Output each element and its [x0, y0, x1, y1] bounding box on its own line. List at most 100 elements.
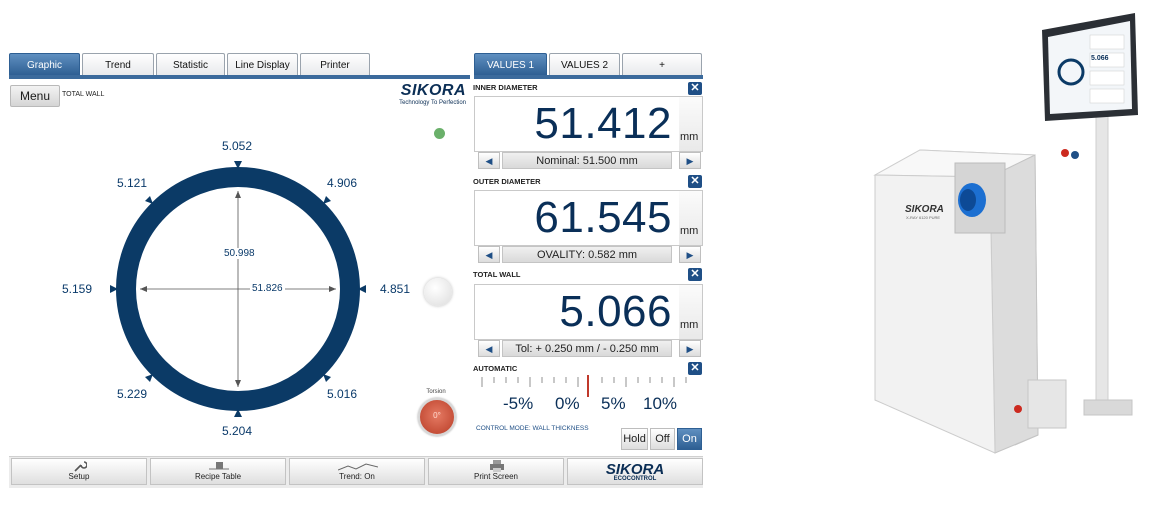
dim-arrow-top	[235, 191, 241, 198]
off-button[interactable]: Off	[650, 428, 675, 450]
outer-nav-row: ◀ OVALITY: 0.582 mm ▶	[474, 246, 702, 263]
wall-value-top-left: 5.121	[117, 176, 148, 190]
trend-toggle-button[interactable]: Trend: On	[289, 458, 425, 485]
wall-value-bottom: 5.204	[222, 424, 253, 438]
outer-ovality-label[interactable]: OVALITY: 0.582 mm	[502, 246, 672, 263]
total-wall-value: 5.066	[559, 287, 672, 336]
wall-value-bottom-left: 5.229	[117, 387, 148, 401]
automatic-title: AUTOMATIC	[473, 364, 518, 373]
print-screen-button[interactable]: Print Screen	[428, 458, 564, 485]
brand-name: SIKORA	[400, 82, 466, 99]
inner-nav-row: ◀ Nominal: 51.500 mm ▶	[474, 152, 702, 169]
close-icon[interactable]: ✕	[688, 175, 702, 188]
setup-label: Setup	[68, 472, 90, 481]
control-mode-label: CONTROL MODE: WALL THICKNESS	[476, 425, 589, 432]
tab-printer[interactable]: Printer	[300, 53, 370, 75]
marker-left-arrow	[110, 285, 118, 293]
trend-label: Trend: On	[339, 472, 375, 481]
recipe-table-button[interactable]: Recipe Table	[150, 458, 286, 485]
next-arrow-icon[interactable]: ▶	[679, 152, 701, 169]
inner-diameter-title: INNER DIAMETER	[473, 83, 538, 92]
inner-unit-box: mm	[679, 96, 703, 152]
marker-top-arrow	[234, 161, 242, 169]
xray-device-image	[873, 13, 1138, 454]
torsion-value: 0°	[433, 411, 441, 420]
scale-label-0: 0%	[555, 394, 580, 413]
outer-diameter-display: 61.545	[474, 190, 681, 246]
wall-tolerance-label[interactable]: Tol: + 0.250 mm / - 0.250 mm	[502, 340, 672, 357]
hold-button[interactable]: Hold	[621, 428, 648, 450]
wall-ring-graphic	[110, 161, 366, 417]
inner-diameter-unit: mm	[680, 131, 699, 143]
ecocontrol-brand-button[interactable]: SIKORA ECOCONTROL	[567, 458, 703, 485]
wall-value-top-right: 4.906	[327, 176, 358, 190]
marker-bottom-arrow	[234, 409, 242, 417]
tab-underline-right	[474, 75, 703, 79]
scale-label-10: 10%	[643, 394, 678, 413]
close-icon[interactable]: ✕	[688, 268, 702, 281]
close-icon[interactable]: ✕	[688, 362, 702, 375]
brand-tagline: Technology To Perfection	[399, 100, 466, 106]
printer-icon	[490, 460, 504, 472]
view-title: TOTAL WALL	[62, 91, 105, 98]
control-scale	[481, 375, 687, 397]
inner-diameter-value: 51.412	[534, 99, 672, 148]
tab-underline	[9, 75, 470, 79]
outer-diameter-title: OUTER DIAMETER	[473, 177, 541, 186]
marker-right-arrow	[358, 285, 366, 293]
recipe-table-label: Recipe Table	[194, 472, 242, 481]
wall-value-top: 5.052	[222, 139, 253, 153]
torsion-label: Torsion	[426, 389, 446, 395]
menu-button[interactable]: Menu	[10, 85, 60, 107]
wrench-icon	[74, 461, 87, 472]
ecocontrol-sub: ECOCONTROL	[613, 476, 657, 482]
marker-bottom-left-arrow	[145, 374, 153, 382]
tab-values-1[interactable]: VALUES 1	[474, 53, 547, 75]
tab-add[interactable]: +	[622, 53, 702, 75]
close-icon[interactable]: ✕	[688, 82, 702, 95]
outer-diameter-value: 61.545	[534, 193, 672, 242]
device-brand: SIKORA	[905, 204, 944, 215]
tab-graphic[interactable]: Graphic	[9, 53, 80, 75]
dim-arrow-bottom	[235, 380, 241, 387]
on-button[interactable]: On	[677, 428, 702, 450]
wall-value-right: 4.851	[380, 282, 411, 296]
outer-unit-box: mm	[679, 190, 703, 246]
total-wall-display: 5.066	[474, 284, 681, 340]
prev-arrow-icon[interactable]: ◀	[478, 152, 500, 169]
device-model: X-RAY 6120 PURE	[906, 215, 941, 220]
marker-top-right-arrow	[323, 196, 331, 204]
tab-statistic[interactable]: Statistic	[156, 53, 225, 75]
next-arrow-icon[interactable]: ▶	[679, 340, 701, 357]
tab-line-display[interactable]: Line Display	[227, 53, 298, 75]
torsion-dial[interactable]: 0°	[418, 398, 456, 436]
wall-nav-row: ◀ Tol: + 0.250 mm / - 0.250 mm ▶	[474, 340, 702, 357]
brand-logo: SIKORA Technology To Perfection	[380, 82, 466, 107]
device-screen-value: 5.066	[1091, 55, 1109, 62]
wall-unit-box: mm	[679, 284, 703, 340]
trend-line-icon	[338, 463, 378, 471]
rotation-knob[interactable]	[424, 278, 452, 306]
marker-top-left-arrow	[145, 196, 153, 204]
setup-button[interactable]: Setup	[11, 458, 147, 485]
outer-diameter-unit: mm	[680, 225, 699, 237]
vertical-diameter: 50.998	[222, 248, 257, 259]
tab-values-2[interactable]: VALUES 2	[549, 53, 620, 75]
horizontal-diameter: 51.826	[250, 283, 285, 294]
prev-arrow-icon[interactable]: ◀	[478, 340, 500, 357]
scale-label-minus5: -5%	[503, 394, 534, 413]
recipe-icon	[209, 462, 229, 470]
marker-bottom-right-arrow	[323, 374, 331, 382]
total-wall-unit: mm	[680, 319, 699, 331]
prev-arrow-icon[interactable]: ◀	[478, 246, 500, 263]
pipe-cross-section	[116, 167, 360, 411]
inner-nominal-label[interactable]: Nominal: 51.500 mm	[502, 152, 672, 169]
scale-label-5: 5%	[601, 394, 626, 413]
inner-diameter-display: 51.412	[474, 96, 681, 152]
wall-value-bottom-right: 5.016	[327, 387, 358, 401]
status-indicator	[434, 128, 445, 139]
dim-arrow-left	[140, 286, 147, 292]
print-screen-label: Print Screen	[473, 472, 519, 481]
tab-trend[interactable]: Trend	[82, 53, 154, 75]
next-arrow-icon[interactable]: ▶	[679, 246, 701, 263]
